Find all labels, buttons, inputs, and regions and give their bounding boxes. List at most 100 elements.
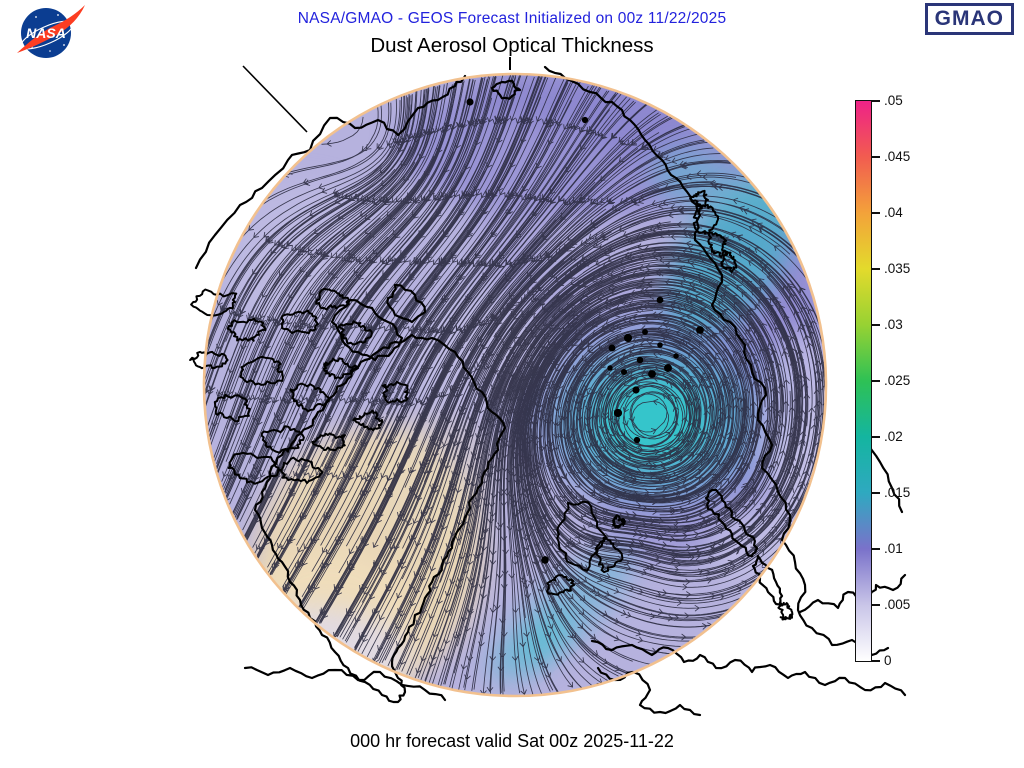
coastline (337, 320, 373, 346)
streamline (396, 85, 595, 390)
streamline (424, 311, 553, 683)
streamline (420, 331, 535, 680)
streamline (437, 372, 515, 688)
coastline (227, 451, 280, 485)
streamline (417, 353, 519, 679)
streamline (301, 94, 617, 598)
streamline (583, 254, 796, 551)
streamline (209, 120, 421, 437)
coastline (352, 409, 384, 432)
streamline (239, 77, 483, 523)
island-dot (657, 342, 663, 348)
colorbar-tick (872, 380, 880, 382)
streamline (204, 95, 407, 357)
streamline (531, 285, 805, 555)
streamline (338, 112, 659, 574)
streamline (402, 195, 779, 549)
colorbar-tick-label: .01 (884, 541, 903, 556)
coastline (777, 601, 794, 621)
island-dot (642, 329, 648, 335)
streamline (378, 278, 564, 661)
colorbar-tick-label: .045 (884, 149, 911, 164)
colorbar-tick (872, 156, 880, 158)
colorbar-tick (872, 268, 880, 270)
streamline (372, 141, 708, 549)
coastline (194, 74, 467, 270)
streamline (320, 86, 601, 546)
streamline (311, 90, 610, 572)
colorbar-tick (872, 492, 880, 494)
island-dot (673, 353, 679, 359)
streamline (344, 187, 660, 642)
streamline (471, 347, 536, 691)
streamline (284, 281, 460, 594)
coastline (546, 574, 576, 596)
streamline (531, 316, 808, 561)
coastline (189, 350, 229, 370)
streamline (236, 151, 454, 518)
streamline (480, 203, 793, 364)
streamline (224, 105, 453, 502)
streamline (303, 326, 454, 609)
coastline (490, 79, 522, 100)
coastline (226, 317, 267, 342)
coastline (311, 432, 346, 452)
streamline (273, 76, 535, 547)
streamline (229, 81, 464, 505)
island-dot (608, 344, 616, 352)
coastline (381, 380, 409, 404)
streamline (450, 200, 785, 428)
streamline (561, 309, 750, 504)
streamline (342, 196, 632, 640)
streamline (236, 100, 472, 520)
streamline (209, 94, 405, 326)
colorbar-tick-label: 0 (884, 653, 892, 668)
streamline (554, 320, 763, 516)
streamline (555, 263, 783, 543)
streamline (253, 83, 458, 435)
coastline (260, 425, 305, 454)
streamline (333, 300, 508, 638)
streamline (426, 207, 799, 515)
streamline (373, 361, 496, 662)
forecast-init-line: NASA/GMAO - GEOS Forecast Initialized on… (297, 10, 727, 27)
gmao-logo: GMAO (924, 3, 1014, 35)
coastline (720, 250, 738, 273)
colorbar-tick (872, 212, 880, 214)
streamline (361, 231, 612, 654)
streamline (519, 353, 697, 641)
streamline (449, 328, 545, 688)
streamline (204, 94, 413, 399)
streamline (297, 74, 515, 467)
leader-line (242, 65, 308, 133)
streamline (281, 74, 529, 520)
streamline (514, 394, 628, 674)
colorbar-tick-label: .02 (884, 429, 903, 444)
streamline (506, 347, 545, 696)
coastline (190, 288, 238, 317)
nasa-logo: NASA (17, 5, 85, 58)
streamline (236, 126, 464, 519)
streamline (384, 227, 731, 661)
streamline (321, 116, 364, 147)
streamline (216, 161, 416, 464)
streamline (345, 103, 648, 547)
streamline (232, 236, 389, 514)
streamline (208, 88, 428, 443)
colorbar (855, 100, 872, 662)
island-dot (696, 326, 704, 334)
colorbar-tick-label: .025 (884, 373, 911, 388)
coastline (323, 357, 360, 380)
streamline (344, 79, 575, 467)
streamline (245, 172, 463, 541)
streamline (404, 96, 627, 411)
streamline (415, 376, 506, 677)
island-dot (633, 436, 641, 444)
coastline (289, 382, 331, 413)
streamline (489, 367, 528, 694)
streamline (419, 109, 657, 405)
colorbar-tick-label: .05 (884, 93, 903, 108)
streamline (591, 363, 702, 480)
streamline (518, 380, 672, 655)
streamline (284, 238, 491, 590)
